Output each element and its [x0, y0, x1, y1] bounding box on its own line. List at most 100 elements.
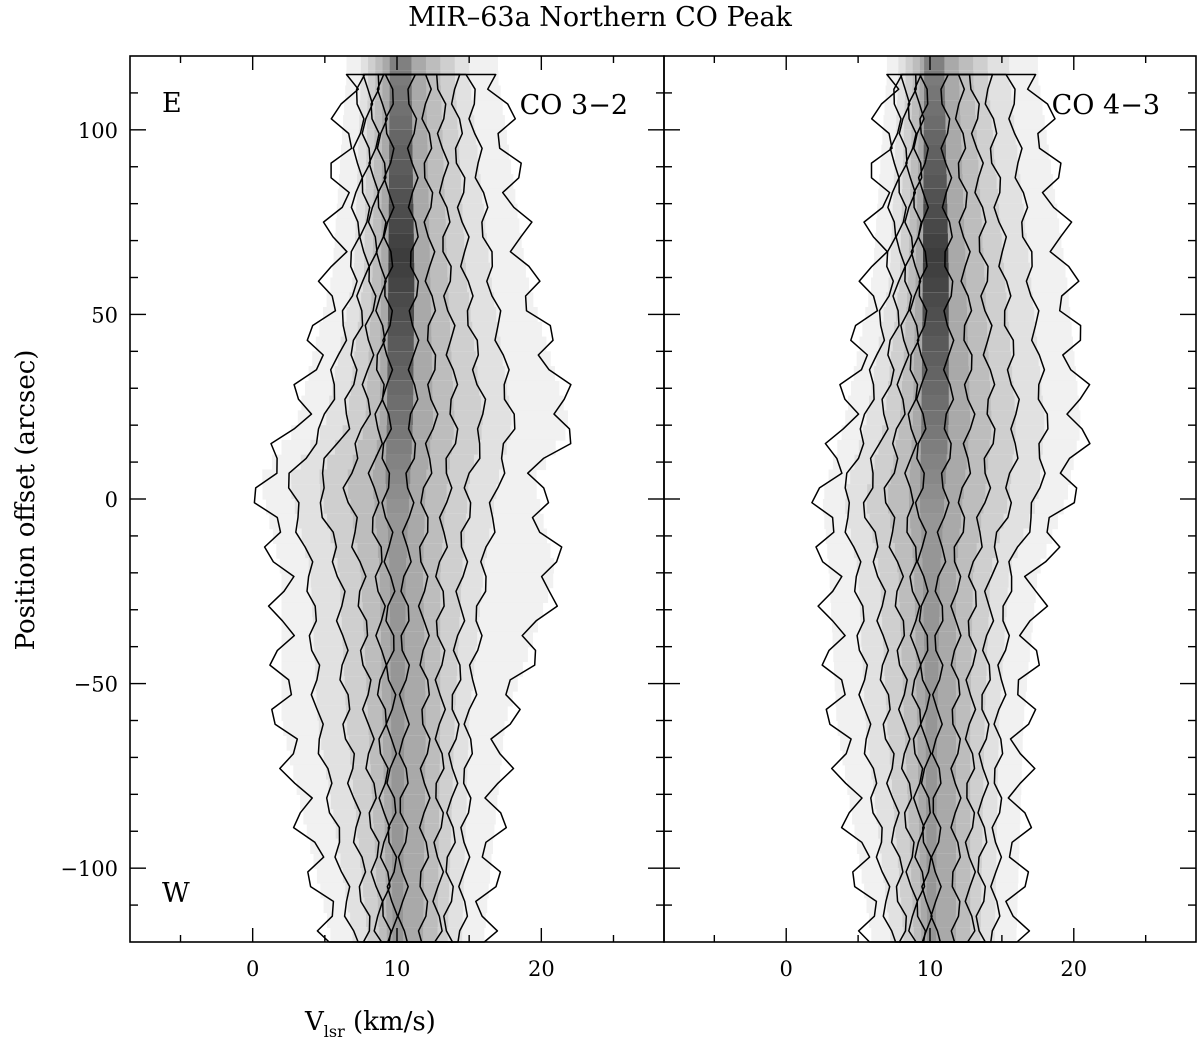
intensity-peak-cell — [926, 868, 937, 884]
panel-transition-label: CO 4−3 — [1052, 90, 1160, 121]
intensity-cell — [383, 779, 425, 795]
intensity-peak-cell — [387, 366, 414, 382]
x-axis-label-main: V — [304, 1007, 325, 1037]
intensity-peak-cell — [921, 425, 949, 441]
x-axis-label-sub: lsr — [324, 1022, 345, 1041]
intensity-peak-cell — [926, 779, 937, 795]
intensity-peak-cell — [924, 85, 945, 101]
intensity-peak-cell — [920, 499, 944, 515]
intensity-peak-cell — [923, 203, 948, 220]
x-tick-labels: 0 10 20 0 10 20 — [246, 957, 1087, 981]
intensity-peak-cell — [391, 764, 404, 781]
panel-co-4-3: CO 4−3 — [663, 55, 1197, 943]
intensity-peak-cell — [388, 233, 414, 249]
intensity-peak-cell — [390, 676, 405, 692]
intensity-peak-cell — [926, 853, 937, 869]
y-axis-label: Position offset (arcsec) — [11, 350, 41, 651]
intensity-peak-cell — [386, 425, 413, 441]
intensity-peak-cell — [392, 897, 403, 914]
intensity-peak-cell — [388, 248, 414, 264]
intensity-peak-cell — [392, 853, 404, 869]
y-tick-label: −100 — [60, 857, 118, 881]
intensity-peak-cell — [921, 543, 942, 559]
intensity-peak-cell — [389, 85, 412, 101]
intensity-peak-cell — [923, 602, 940, 618]
intensity-peak-cell — [389, 56, 412, 72]
intensity-peak-cell — [389, 115, 413, 131]
intensity-peak-cell — [387, 513, 409, 530]
intensity-cell — [919, 853, 956, 869]
intensity-peak-cell — [925, 705, 938, 722]
intensity-peak-cell — [388, 307, 414, 323]
intensity-peak-cell — [923, 159, 947, 175]
intensity-peak-cell — [388, 188, 414, 205]
intensity-peak-cell — [392, 838, 404, 854]
intensity-peak-cell — [922, 336, 949, 352]
intensity-peak-cell — [920, 439, 948, 456]
intensity-peak-cell — [391, 794, 404, 810]
intensity-peak-cell — [922, 558, 941, 574]
intensity-cell — [920, 912, 956, 928]
y-tick-label: 50 — [91, 303, 118, 327]
intensity-peak-cell — [922, 307, 949, 323]
x-tick-label: 0 — [246, 957, 259, 981]
intensity-peak-cell — [388, 543, 407, 559]
intensity-peak-cell — [926, 809, 937, 825]
intensity-peak-cell — [389, 558, 406, 574]
intensity-peak-cell — [387, 321, 414, 338]
intensity-peak-cell — [388, 262, 415, 279]
intensity-peak-cell — [386, 484, 410, 500]
intensity-peak-cell — [921, 366, 949, 382]
intensity-peak-cell — [922, 321, 949, 338]
intensity-cell — [920, 868, 956, 884]
intensity-cell — [385, 868, 424, 884]
intensity-peak-cell — [386, 499, 409, 515]
intensity-peak-cell — [926, 838, 937, 854]
intensity-peak-cell — [387, 380, 414, 397]
intensity-peak-cell — [388, 292, 415, 308]
y-tick-label: −50 — [74, 673, 118, 697]
intensity-peak-cell — [920, 469, 946, 485]
intensity-peak-cell — [923, 218, 948, 234]
intensity-peak-cell — [927, 912, 936, 928]
intensity-peak-cell — [389, 100, 412, 116]
intensity-peak-cell — [923, 174, 947, 190]
intensity-peak-cell — [921, 380, 949, 397]
x-axis-label-unit: (km/s) — [345, 1007, 436, 1037]
intensity-peak-cell — [921, 410, 949, 426]
intensity-cell — [385, 853, 424, 869]
y-tick-labels: 100 50 0 −50 −100 — [60, 119, 118, 881]
intensity-peak-cell — [922, 262, 949, 279]
intensity-peak-cell — [923, 129, 946, 146]
intensity-peak-cell — [389, 174, 413, 190]
intensity-peak-cell — [391, 750, 404, 766]
intensity-peak-cell — [926, 823, 937, 840]
intensity-peak-cell — [392, 927, 403, 943]
intensity-peak-cell — [925, 676, 938, 692]
intensity-peak-cell — [388, 277, 415, 293]
intensity-peak-cell — [924, 70, 945, 87]
intensity-peak-cell — [924, 100, 946, 116]
intensity-peak-cell — [390, 617, 406, 633]
intensity-peak-cell — [389, 144, 413, 160]
y-tick-label: 0 — [105, 488, 118, 512]
intensity-peak-cell — [388, 218, 414, 234]
intensity-peak-cell — [392, 868, 404, 884]
intensity-peak-cell — [927, 927, 936, 943]
intensity-peak-cell — [389, 129, 413, 146]
intensity-peak-cell — [391, 779, 404, 795]
intensity-peak-cell — [387, 410, 413, 426]
x-tick-label: 20 — [1060, 957, 1087, 981]
intensity-peak-cell — [923, 233, 948, 249]
intensity-peak-cell — [922, 292, 949, 308]
intensity-peak-cell — [926, 882, 937, 899]
intensity-peak-cell — [388, 203, 414, 220]
chart-title: MIR–63a Northern CO Peak — [408, 2, 792, 33]
intensity-peak-cell — [925, 735, 937, 751]
intensity-peak-cell — [923, 188, 947, 205]
x-tick-label: 10 — [384, 957, 411, 981]
intensity-peak-cell — [389, 159, 413, 175]
intensity-peak-cell — [925, 720, 938, 736]
x-tick-label: 0 — [780, 957, 793, 981]
